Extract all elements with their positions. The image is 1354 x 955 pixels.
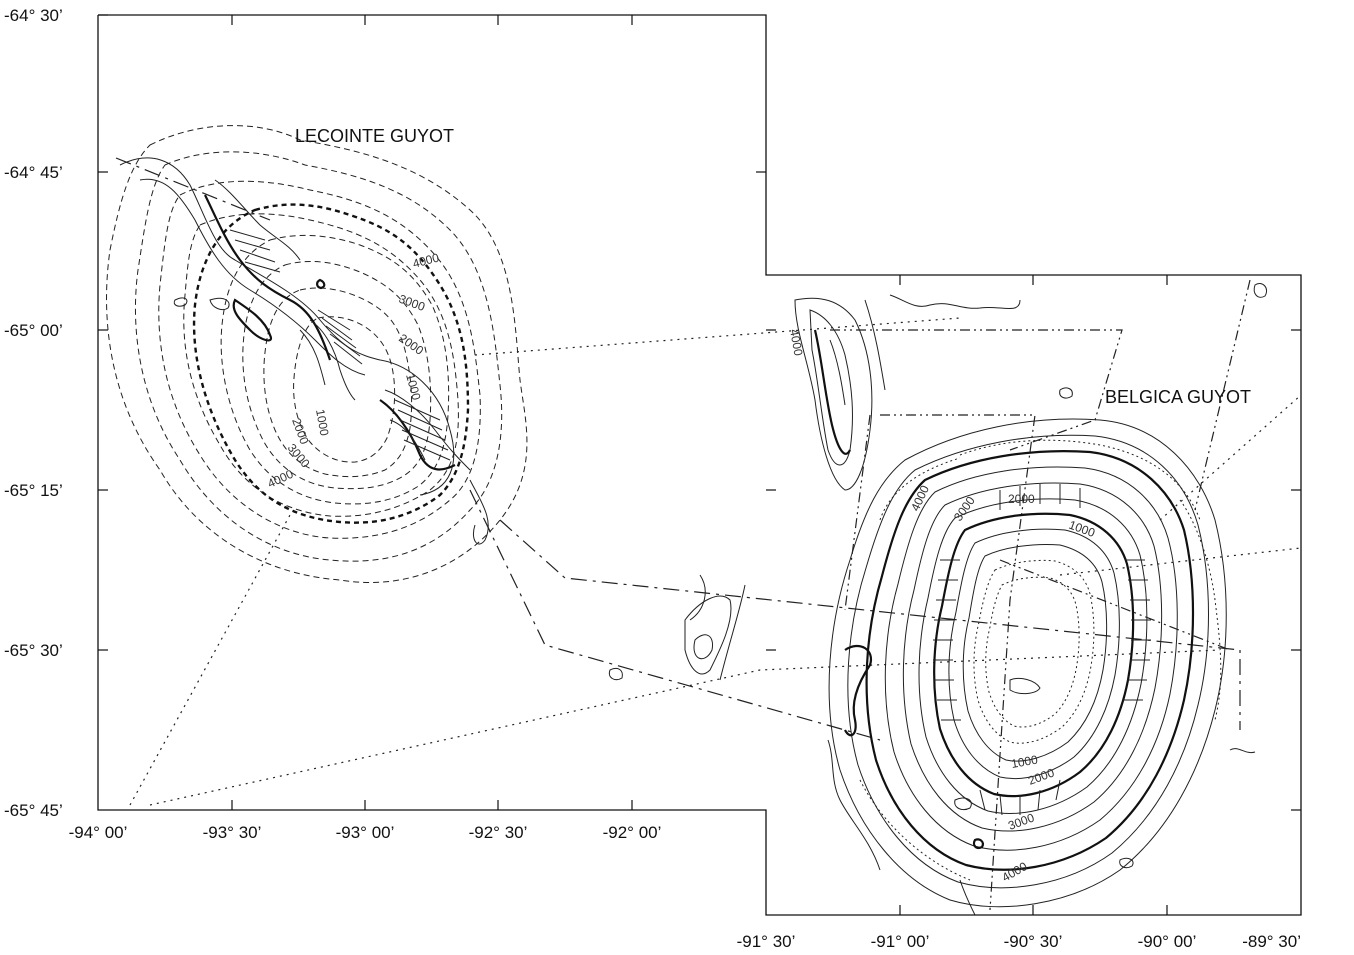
- contour-label: 2000: [396, 331, 426, 358]
- lon-label: -93° 00’: [336, 823, 395, 842]
- lat-label: -65° 15’: [4, 481, 63, 500]
- contour-label: 1000: [1010, 752, 1039, 770]
- contour-label: 2000: [289, 416, 311, 446]
- longitude-labels-right: -91° 30’ -91° 00’ -90° 30’ -90° 00’ -89°…: [737, 932, 1301, 951]
- belgica-guyot: [828, 283, 1267, 915]
- belgica-guyot-title: BELGICA GUYOT: [1105, 387, 1251, 407]
- belgica-contour-labels: 4000 3000 2000 1000 1000 2000 3000 4000: [908, 483, 1097, 885]
- lon-label: -89° 30’: [1242, 932, 1301, 951]
- lat-label: -65° 30’: [4, 641, 63, 660]
- lon-label: -94° 00’: [69, 823, 128, 842]
- contour-label: 2000: [1008, 492, 1035, 506]
- lon-label: -92° 00’: [603, 823, 662, 842]
- contour-label: 1000: [313, 408, 331, 437]
- map-frame: [98, 15, 1301, 915]
- contour-label: 4000: [787, 328, 805, 357]
- longitude-labels-left: -94° 00’ -93° 30’ -93° 00’ -92° 30’ -92°…: [69, 823, 662, 842]
- lat-label: -64° 30’: [4, 6, 63, 25]
- contour-label: 4000: [1000, 859, 1030, 885]
- lecointe-guyot-title: LECOINTE GUYOT: [295, 126, 454, 146]
- latitude-labels: -64° 30’ -64° 45’ -65° 00’ -65° 15’ -65°…: [4, 6, 63, 820]
- lon-label: -90° 30’: [1004, 932, 1063, 951]
- contour-label: 3000: [397, 292, 427, 314]
- lat-label: -65° 00’: [4, 321, 63, 340]
- lon-label: -92° 30’: [469, 823, 528, 842]
- contour-label: 2000: [1026, 765, 1056, 787]
- contour-label: 4000: [908, 483, 932, 513]
- contour-label: 3000: [951, 494, 978, 524]
- small-seamounts: [609, 295, 1020, 680]
- axis-ticks: [98, 15, 1301, 915]
- lat-label: -64° 45’: [4, 163, 63, 182]
- lon-label: -91° 30’: [737, 932, 796, 951]
- contour-label: 1000: [1067, 518, 1097, 540]
- contour-label: 1000: [403, 372, 424, 402]
- lon-label: -93° 30’: [203, 823, 262, 842]
- lecointe-guyot: [107, 126, 527, 583]
- lon-label: -91° 00’: [871, 932, 930, 951]
- contour-label: 4000: [265, 467, 295, 491]
- lat-label: -65° 45’: [4, 801, 63, 820]
- lon-label: -90° 00’: [1138, 932, 1197, 951]
